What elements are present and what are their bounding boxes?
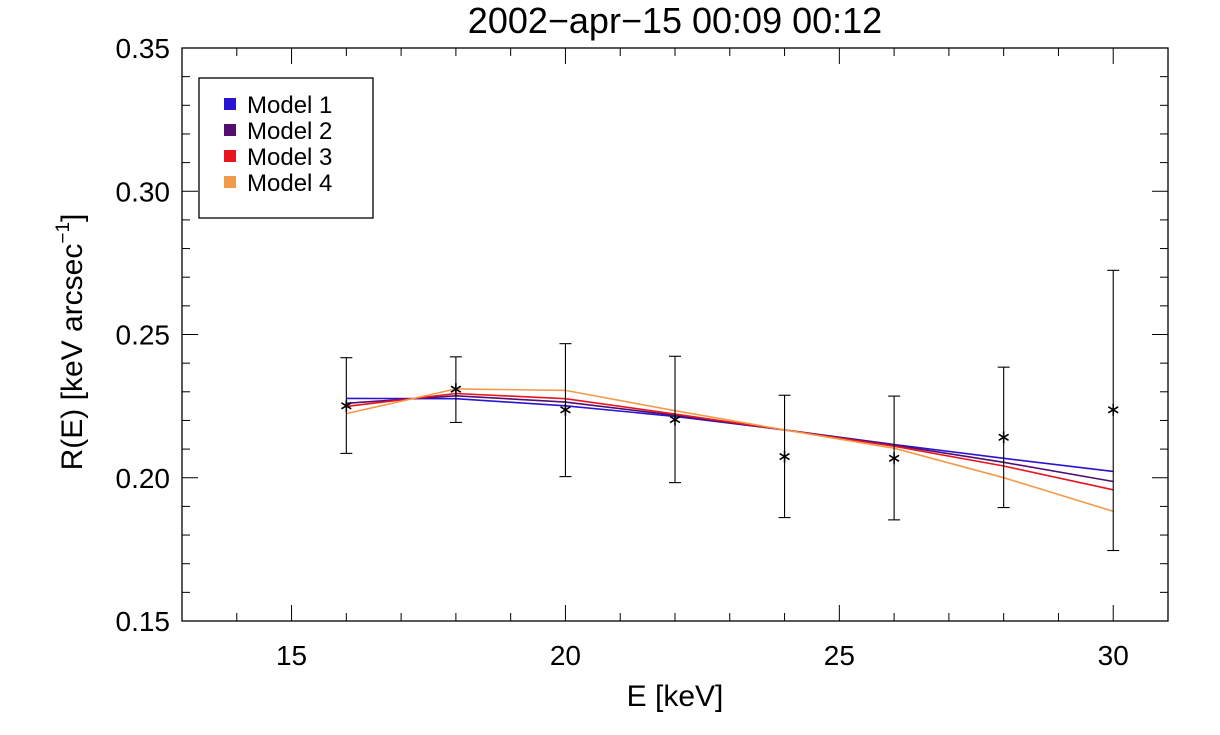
legend-swatch-model-2 bbox=[224, 124, 236, 136]
x-tick-label: 20 bbox=[550, 640, 581, 671]
x-tick-label: 30 bbox=[1098, 640, 1129, 671]
y-axis-label-main: R(E) [keV arcsec bbox=[56, 244, 89, 471]
data-point-stroke bbox=[560, 406, 571, 414]
data-point-stroke bbox=[669, 415, 681, 424]
data-point bbox=[669, 413, 681, 426]
y-tick-label: 0.15 bbox=[116, 606, 171, 637]
legend-swatch-model-4 bbox=[224, 176, 236, 188]
legend-swatch-model-3 bbox=[224, 150, 236, 162]
y-tick-labels: 0.15 0.20 0.25 0.30 0.35 bbox=[116, 33, 171, 637]
chart-title: 2002−apr−15 00:09 00:12 bbox=[468, 0, 882, 41]
data-point bbox=[998, 431, 1010, 444]
data-point-stroke bbox=[1107, 406, 1119, 414]
legend-label-model-4: Model 4 bbox=[247, 170, 332, 197]
y-axis-label-close: ] bbox=[56, 214, 89, 222]
data-point bbox=[560, 403, 571, 416]
y-tick-label: 0.20 bbox=[116, 463, 171, 494]
y-axis-label-exponent: −1 bbox=[53, 222, 74, 244]
data-point bbox=[450, 383, 462, 396]
x-axis-label: E [keV] bbox=[627, 680, 724, 713]
legend-label-model-3: Model 3 bbox=[247, 144, 332, 171]
data-point-stroke bbox=[340, 402, 352, 410]
series-line-model-3 bbox=[346, 392, 1114, 491]
series-line-model-4 bbox=[346, 388, 1114, 513]
legend-label-model-2: Model 2 bbox=[247, 118, 332, 145]
legend-label-model-1: Model 1 bbox=[247, 92, 332, 119]
data-point bbox=[779, 450, 790, 463]
data-point-stroke bbox=[450, 385, 462, 393]
data-point-stroke bbox=[998, 433, 1010, 442]
axis-ticks bbox=[181, 47, 1169, 622]
data-point-stroke bbox=[779, 452, 790, 461]
x-tick-labels: 15 20 25 30 bbox=[276, 640, 1129, 671]
data-point bbox=[888, 452, 900, 465]
data-markers bbox=[340, 383, 1119, 465]
x-tick-label: 15 bbox=[276, 640, 307, 671]
y-tick-label: 0.35 bbox=[116, 33, 171, 64]
data-point bbox=[1107, 403, 1119, 416]
series-lines bbox=[346, 388, 1114, 513]
data-point bbox=[340, 399, 352, 412]
data-point-stroke bbox=[888, 454, 900, 462]
x-tick-label: 25 bbox=[824, 640, 855, 671]
legend-swatch-model-1 bbox=[224, 98, 236, 110]
y-tick-label: 0.25 bbox=[116, 320, 171, 351]
y-axis-label: R(E) [keV arcsec−1] bbox=[53, 214, 89, 471]
y-tick-label: 0.30 bbox=[116, 176, 171, 207]
